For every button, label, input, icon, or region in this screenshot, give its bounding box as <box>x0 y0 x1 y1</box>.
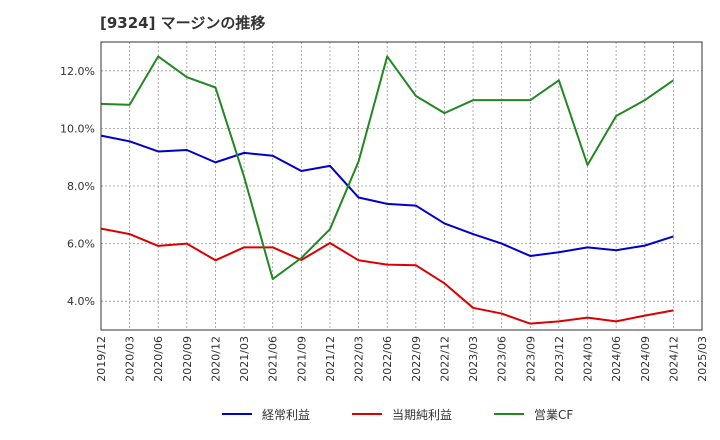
chart-title: [9324] マージンの推移 <box>100 14 266 32</box>
x-tick-label: 2021/09 <box>295 336 308 382</box>
x-tick-label: 2022/03 <box>353 336 366 382</box>
x-tick-label: 2024/12 <box>667 336 680 382</box>
x-tick-label: 2020/12 <box>209 336 222 382</box>
x-tick-label: 2022/09 <box>410 336 423 382</box>
legend-label-0: 経常利益 <box>262 408 310 422</box>
y-tick-label: 8.0% <box>67 180 95 193</box>
legend-label-2: 営業CF <box>534 408 573 422</box>
x-tick-label: 2024/03 <box>582 336 595 382</box>
x-tick-label: 2022/06 <box>381 336 394 382</box>
x-tick-label: 2021/06 <box>267 336 280 382</box>
x-tick-label: 2024/06 <box>610 336 623 382</box>
x-tick-label: 2019/12 <box>95 336 108 382</box>
legend-label-1: 当期純利益 <box>392 408 452 422</box>
x-tick-label: 2023/09 <box>524 336 537 382</box>
series-line-0 <box>100 134 674 257</box>
y-tick-label: 10.0% <box>60 122 95 135</box>
x-tick-label: 2020/03 <box>124 336 137 382</box>
series-line-1 <box>100 227 674 325</box>
x-tick-label: 2021/12 <box>324 336 337 382</box>
x-tick-label: 2024/09 <box>639 336 652 382</box>
x-tick-label: 2020/06 <box>152 336 165 382</box>
x-tick-label: 2023/03 <box>467 336 480 382</box>
y-tick-label: 6.0% <box>67 238 95 251</box>
x-tick-label: 2020/09 <box>181 336 194 382</box>
y-tick-label: 12.0% <box>60 65 95 78</box>
series-line-2 <box>100 55 674 281</box>
y-tick-label: 4.0% <box>67 295 95 308</box>
x-tick-label: 2021/03 <box>238 336 251 382</box>
x-tick-label: 2023/12 <box>553 336 566 382</box>
plot-border <box>100 41 703 331</box>
x-tick-label: 2025/03 <box>696 336 709 382</box>
x-tick-label: 2023/06 <box>496 336 509 382</box>
x-tick-label: 2022/12 <box>438 336 451 382</box>
